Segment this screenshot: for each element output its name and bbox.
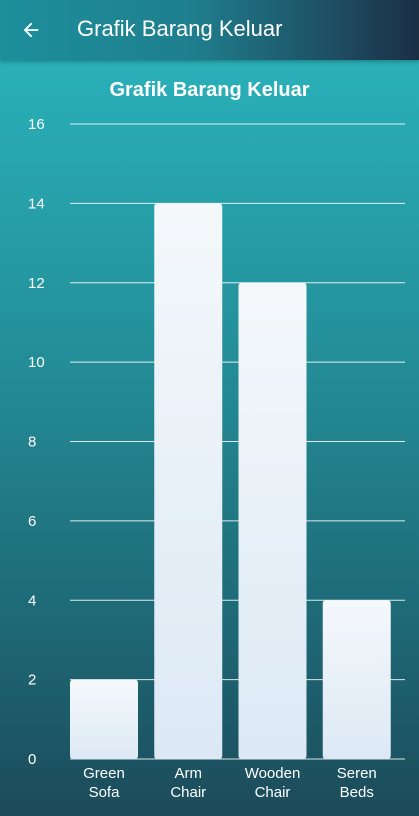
y-tick-label: 12 <box>28 275 45 292</box>
y-tick-label: 6 <box>28 513 36 530</box>
chart-title: Grafik Barang Keluar <box>109 79 310 101</box>
x-tick-label: Sofa <box>89 784 121 801</box>
y-tick-label: 16 <box>28 116 45 133</box>
bar[interactable] <box>70 679 138 759</box>
x-tick-label: Wooden <box>245 765 301 782</box>
app-bar: Grafik Barang Keluar <box>0 0 419 60</box>
bar[interactable] <box>238 282 307 759</box>
arrow-left-icon <box>23 22 39 38</box>
x-tick-label: Chair <box>170 784 206 801</box>
x-tick-label: Arm <box>175 765 203 782</box>
y-tick-label: 4 <box>28 592 36 609</box>
back-button[interactable] <box>16 15 46 45</box>
x-tick-label: Chair <box>255 784 291 801</box>
bar[interactable] <box>154 203 223 759</box>
y-tick-label: 2 <box>28 672 36 689</box>
x-tick-label: Green <box>83 765 125 782</box>
bar[interactable] <box>322 600 391 759</box>
x-tick-label: Beds <box>340 784 374 801</box>
y-tick-label: 8 <box>28 434 36 451</box>
page-title: Grafik Barang Keluar <box>77 16 283 41</box>
x-tick-label: Seren <box>337 765 377 782</box>
y-tick-label: 14 <box>28 195 45 212</box>
y-tick-label: 10 <box>28 354 45 371</box>
y-tick-label: 0 <box>28 751 36 768</box>
